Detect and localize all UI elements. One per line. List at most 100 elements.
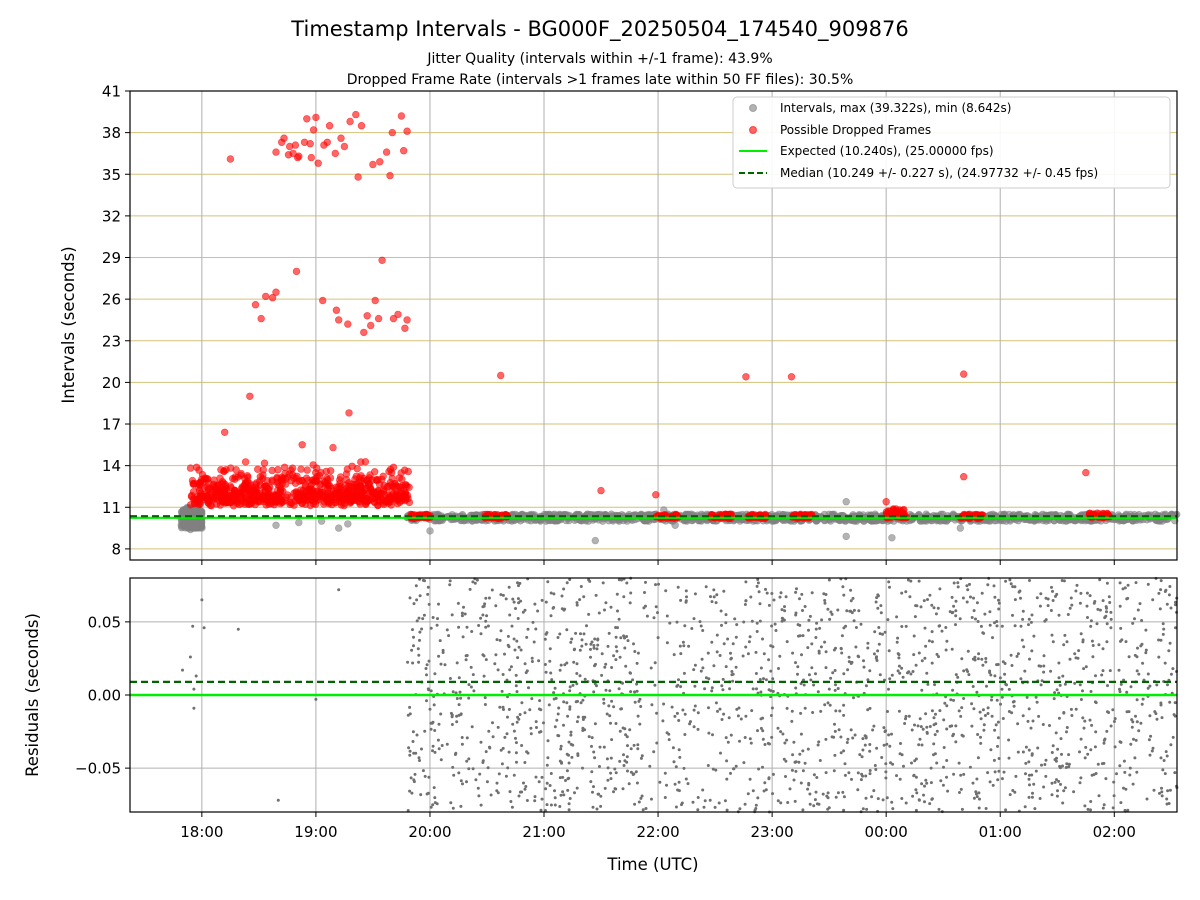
residual-point	[767, 688, 771, 692]
residual-point	[975, 777, 979, 781]
residual-point	[447, 634, 451, 638]
residual-point	[608, 689, 612, 693]
residual-point	[427, 602, 431, 606]
residual-point	[876, 649, 880, 653]
residual-point	[902, 764, 905, 768]
residual-point	[461, 635, 465, 639]
residual-point	[977, 806, 981, 810]
residual-point	[944, 648, 948, 652]
residual-point	[1030, 753, 1034, 757]
residual-point	[846, 737, 850, 741]
residual-point	[832, 769, 836, 773]
dropped-frame-point	[205, 497, 213, 505]
residual-point	[814, 636, 818, 639]
residual-point	[996, 736, 1000, 740]
dropped-frame-point	[330, 495, 339, 504]
residual-point	[1128, 773, 1132, 777]
residual-point	[413, 772, 417, 776]
residual-point	[569, 742, 573, 746]
residual-point	[1021, 750, 1025, 754]
residual-point	[761, 737, 765, 741]
intervals-y-tick-label: 14	[102, 457, 121, 475]
residual-point	[968, 765, 972, 769]
residual-point	[1169, 672, 1173, 676]
residual-point	[562, 587, 566, 591]
residual-point	[553, 725, 557, 729]
residual-point	[783, 605, 786, 609]
residual-point	[479, 616, 483, 620]
residual-point	[1043, 619, 1047, 623]
residual-point	[800, 592, 804, 596]
residual-point	[1118, 764, 1122, 768]
residual-point	[457, 625, 461, 629]
residual-point	[758, 678, 762, 681]
residual-point	[1146, 672, 1150, 676]
residual-point	[1088, 718, 1092, 722]
residual-point	[960, 807, 964, 811]
residual-point	[673, 714, 677, 718]
residual-point	[783, 609, 787, 613]
residual-point	[809, 678, 813, 682]
residual-point	[608, 714, 612, 718]
residual-point	[768, 742, 771, 746]
residual-point	[1008, 578, 1012, 582]
residual-point	[478, 772, 482, 776]
residual-point	[481, 653, 485, 657]
residual-point	[1161, 622, 1165, 626]
residual-point	[1136, 646, 1139, 650]
residual-point	[1078, 750, 1081, 754]
residual-point	[664, 589, 668, 593]
residual-point	[191, 624, 195, 628]
residual-point	[839, 646, 843, 650]
residual-point	[1040, 763, 1043, 767]
residual-point	[1152, 788, 1156, 792]
residual-point	[429, 727, 433, 731]
residual-point	[724, 665, 728, 669]
residual-point	[569, 733, 573, 737]
residual-point	[514, 607, 517, 610]
intervals-y-tick-label: 26	[102, 291, 121, 309]
residual-point	[552, 592, 556, 596]
dropped-frame-point	[242, 479, 250, 487]
residual-point	[457, 676, 461, 680]
residual-point	[609, 721, 612, 725]
residual-point	[849, 588, 853, 592]
residual-point	[812, 804, 816, 808]
residual-point	[471, 580, 475, 584]
residual-point	[771, 772, 775, 776]
residual-point	[925, 671, 929, 675]
residual-point	[481, 761, 485, 764]
residual-point	[993, 674, 997, 678]
dropped-frame-point	[304, 492, 312, 500]
residual-point	[701, 629, 705, 632]
residual-point	[544, 670, 548, 674]
residual-point	[504, 597, 508, 601]
residual-point	[952, 698, 955, 702]
residual-point	[935, 729, 939, 733]
residual-point	[950, 647, 954, 651]
residual-point	[525, 799, 529, 802]
residual-point	[565, 701, 569, 705]
residual-point	[626, 639, 630, 643]
residual-point	[950, 595, 954, 599]
residual-point	[423, 774, 427, 778]
residual-point	[815, 621, 819, 625]
residual-point	[516, 715, 520, 719]
residual-point	[571, 683, 575, 687]
residual-point	[824, 650, 828, 654]
residual-point	[575, 672, 579, 675]
residual-point	[1124, 787, 1128, 791]
residual-point	[759, 690, 763, 694]
residual-point	[993, 595, 997, 599]
residual-point	[499, 629, 503, 633]
residual-point	[1007, 687, 1011, 691]
residual-point	[581, 766, 584, 770]
residual-point	[981, 663, 985, 667]
residual-point	[764, 678, 768, 682]
residual-point	[509, 800, 513, 803]
residual-point	[560, 594, 564, 598]
residual-point	[891, 807, 895, 811]
residual-point	[1148, 753, 1152, 757]
residual-point	[807, 673, 811, 677]
residual-point	[599, 804, 603, 808]
